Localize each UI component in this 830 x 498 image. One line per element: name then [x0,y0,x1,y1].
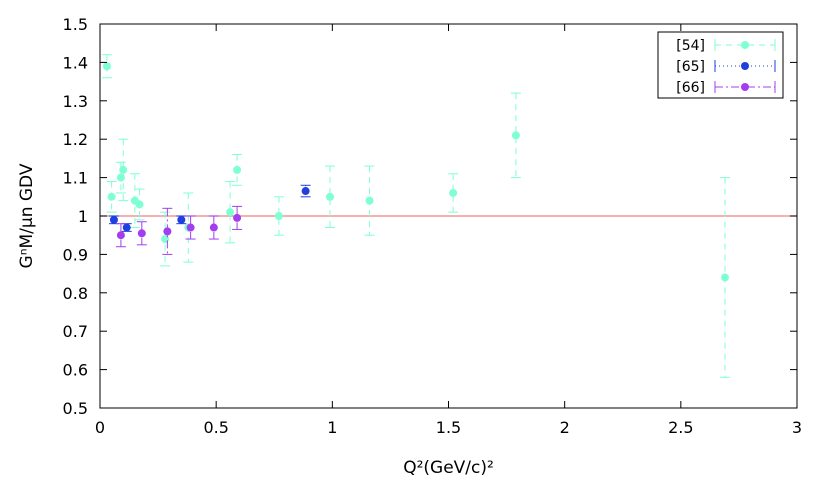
data-point [274,212,283,220]
data-point [135,200,144,209]
legend-marker [741,62,749,70]
data-point [326,192,335,201]
y-tick-label: 1.4 [63,53,88,72]
data-point [511,131,520,140]
x-tick-label: 3 [792,418,802,437]
y-tick-label: 1.1 [63,169,88,188]
y-tick-label: 0.9 [63,245,88,264]
x-tick-label: 2 [560,418,570,437]
series-2 [115,205,243,255]
x-tick-label: 1 [327,418,337,437]
x-tick-label: 0 [95,418,105,437]
data-point [301,187,310,196]
y-tick-label: 0.5 [63,399,88,418]
legend-marker [741,41,749,49]
y-tick-label: 1.5 [63,15,88,34]
series-layer [101,54,730,378]
data-point [177,215,186,224]
y-tick-label: 1.3 [63,92,88,111]
legend-label: [65] [676,59,705,75]
x-tick-label: 0.5 [203,418,228,437]
data-point [102,62,111,71]
x-tick-label: 1.5 [436,418,461,437]
ticks-layer: 0 0.5 1 1.5 2 2.5 3 0.5 0.6 0.7 0.8 0.9 1 1.1 1.2 1.3 1.… [63,15,803,437]
data-point [186,223,195,232]
y-tick-label: 1.2 [63,130,88,149]
series-0 [101,54,730,378]
data-point [233,165,242,174]
legend-marker [741,83,749,91]
data-point [449,188,458,197]
data-point [109,215,118,224]
data-point [226,208,235,217]
data-point [116,231,125,240]
series-1 [108,184,311,232]
y-tick-label: 1 [78,207,88,226]
data-point [163,227,172,236]
x-tick-label: 2.5 [668,418,693,437]
data-point [365,196,374,205]
y-tick-label: 0.8 [63,284,88,303]
data-point [720,273,729,282]
data-point [233,213,242,222]
y-tick-label: 0.7 [63,322,88,341]
legend-label: [66] [676,80,705,96]
data-point [107,192,116,201]
data-point [209,223,218,232]
y-tick-label: 0.6 [63,361,88,380]
legend-label: [54] [676,38,705,54]
data-point [122,223,131,232]
legend: [54] [65] [66] [657,31,784,99]
x-axis-label: Q²(GeV/c)² [403,458,494,478]
data-point [137,229,146,238]
data-point [119,165,128,174]
y-axis-label: GⁿM/μn GDV [17,163,37,268]
